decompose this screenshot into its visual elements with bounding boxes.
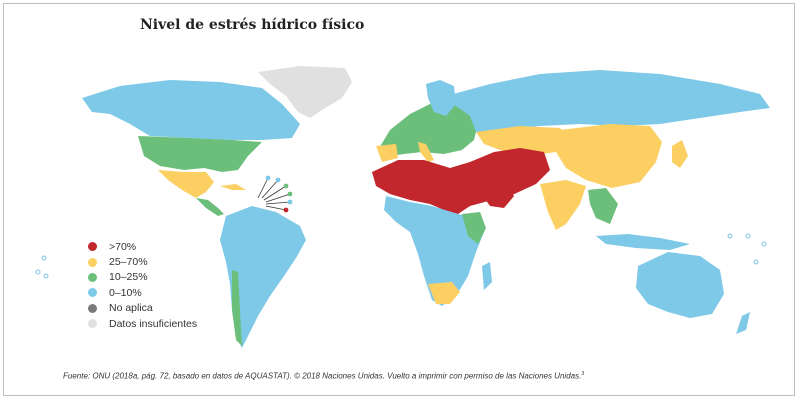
region-india — [540, 180, 586, 230]
caribbean-callouts — [257, 177, 291, 211]
region-east-africa — [462, 212, 486, 244]
region-north-africa-middle-east — [372, 148, 550, 214]
legend-swatch — [88, 303, 97, 313]
legend-item: 25–70% — [88, 254, 197, 269]
legend-item: 10–25% — [88, 270, 197, 285]
footnote-ref: 3 — [581, 371, 585, 377]
region-italy — [418, 142, 434, 162]
island-dot — [727, 233, 733, 239]
island-dot — [745, 233, 751, 239]
region-south-africa — [428, 282, 460, 304]
legend-swatch — [88, 288, 97, 298]
legend-swatch — [88, 257, 97, 267]
region-europe — [378, 102, 478, 156]
legend-item: 0–10% — [88, 285, 197, 300]
region-cuba — [220, 184, 246, 190]
legend-item: Datos insuficientes — [88, 316, 197, 331]
region-new-zealand — [736, 312, 750, 334]
region-central-asia — [476, 126, 572, 156]
island-dot — [761, 241, 767, 247]
island-dot — [35, 269, 41, 275]
region-canada — [82, 80, 300, 140]
region-usa — [138, 136, 262, 172]
legend-swatch — [88, 272, 97, 282]
legend-swatch — [88, 242, 97, 252]
legend-item: No aplica — [88, 301, 197, 316]
legend-item: >70% — [88, 239, 197, 254]
map-legend: >70% 25–70% 10–25% 0–10% No aplica Datos… — [88, 239, 197, 331]
region-madagascar — [482, 262, 492, 290]
region-central-america — [196, 198, 224, 216]
region-scandinavia — [426, 80, 456, 116]
region-mexico — [158, 170, 214, 198]
island-dot — [41, 255, 47, 261]
map-title: Nivel de estrés hídrico físico — [140, 17, 365, 33]
region-indonesia — [596, 234, 690, 250]
island-dot — [43, 273, 49, 279]
region-arabia — [478, 176, 514, 208]
region-south-america — [220, 206, 306, 348]
region-china — [556, 124, 662, 188]
region-greenland — [258, 66, 352, 118]
island-dot — [753, 259, 759, 265]
region-chile — [232, 270, 242, 346]
region-southeast-asia — [588, 188, 618, 224]
region-iberia — [376, 144, 398, 162]
region-australia — [636, 252, 724, 318]
region-sub-saharan-africa — [384, 196, 484, 306]
source-note: Fuente: ONU (2018a, pág. 72, basado en d… — [63, 371, 585, 381]
legend-swatch — [88, 319, 97, 329]
region-russia — [446, 70, 770, 132]
region-japan — [672, 140, 688, 168]
